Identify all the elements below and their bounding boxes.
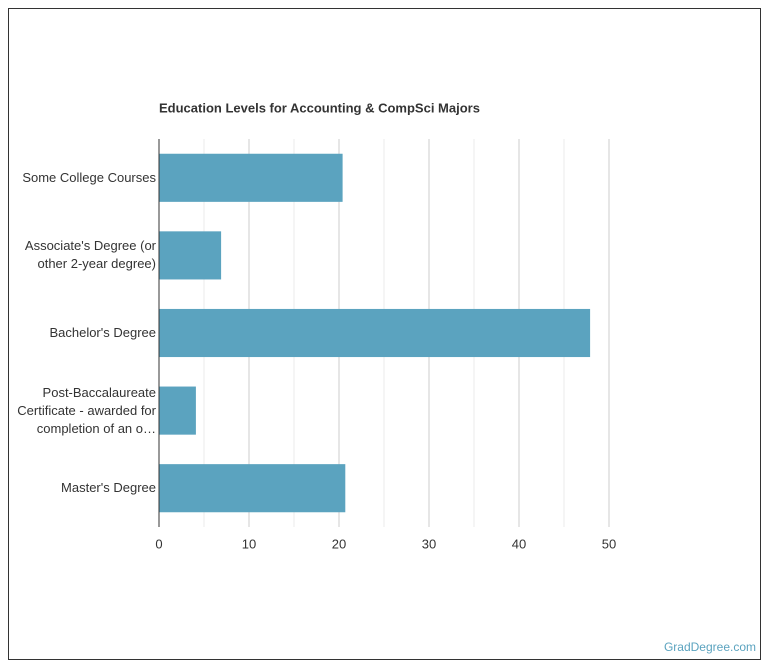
x-tick-label: 20 [332, 536, 346, 551]
y-tick-label: Master's Degree [61, 480, 156, 496]
bar [159, 464, 346, 513]
x-tick-label: 10 [242, 536, 256, 551]
x-tick-label: 40 [512, 536, 526, 551]
bar [159, 153, 343, 202]
y-tick-label: Bachelor's Degree [49, 325, 156, 340]
y-tick-label: Post-Baccalaureate Certificate - awarded… [17, 384, 156, 436]
y-tick-label: Associate's Degree (or other 2-year degr… [24, 238, 156, 272]
source[interactable]: GradDegree.com [663, 640, 756, 654]
bar [159, 308, 591, 358]
x-tick-label: 0 [155, 536, 162, 551]
bar [159, 386, 196, 435]
x-tick-label: 30 [422, 536, 436, 551]
y-tick-label: Some College Courses [22, 169, 156, 185]
frame [8, 8, 761, 660]
x-tick-label: 50 [602, 536, 616, 551]
chart-title: Education Levels for Accounting & CompSc… [159, 100, 480, 115]
bar [159, 231, 222, 280]
